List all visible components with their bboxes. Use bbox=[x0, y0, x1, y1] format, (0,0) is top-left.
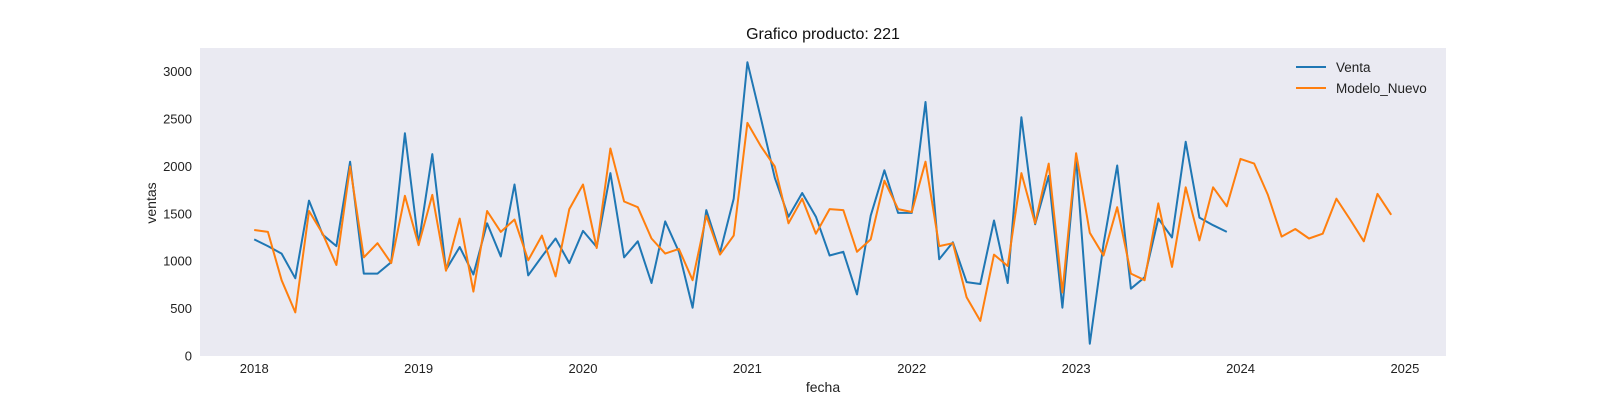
series-line-modelo-nuevo bbox=[254, 121, 1393, 322]
chart-title: Grafico producto: 221 bbox=[746, 26, 900, 43]
x-tick-label: 2018 bbox=[240, 361, 269, 376]
x-axis-title: fecha bbox=[806, 379, 840, 395]
y-tick-label: 0 bbox=[185, 349, 192, 364]
series-lines bbox=[253, 61, 1393, 345]
y-tick-label: 500 bbox=[170, 301, 192, 316]
y-tick-label: 2000 bbox=[163, 159, 192, 174]
x-tick-label: 2019 bbox=[404, 361, 433, 376]
y-tick-label: 3000 bbox=[163, 64, 192, 79]
x-tick-label: 2025 bbox=[1390, 361, 1419, 376]
x-tick-label: 2024 bbox=[1226, 361, 1255, 376]
y-tick-label: 1000 bbox=[163, 254, 192, 269]
y-tick-label: 2500 bbox=[163, 112, 192, 127]
legend: Venta Modelo_Nuevo bbox=[1296, 60, 1427, 96]
series-line-venta bbox=[253, 61, 1228, 345]
x-tick-label: 2023 bbox=[1062, 361, 1091, 376]
legend-label-venta: Venta bbox=[1336, 60, 1371, 75]
x-tick-label: 2021 bbox=[733, 361, 762, 376]
y-axis-title: ventas bbox=[143, 182, 159, 223]
x-tick-labels: 2018 2019 2020 2021 2022 2023 2024 2025 bbox=[240, 361, 1420, 376]
y-tick-labels: 0 500 1000 1500 2000 2500 3000 bbox=[163, 64, 192, 363]
x-tick-label: 2022 bbox=[897, 361, 926, 376]
x-tick-label: 2020 bbox=[569, 361, 598, 376]
legend-label-modelo-nuevo: Modelo_Nuevo bbox=[1336, 81, 1427, 96]
plot-area bbox=[200, 48, 1446, 356]
y-tick-label: 1500 bbox=[163, 206, 192, 221]
